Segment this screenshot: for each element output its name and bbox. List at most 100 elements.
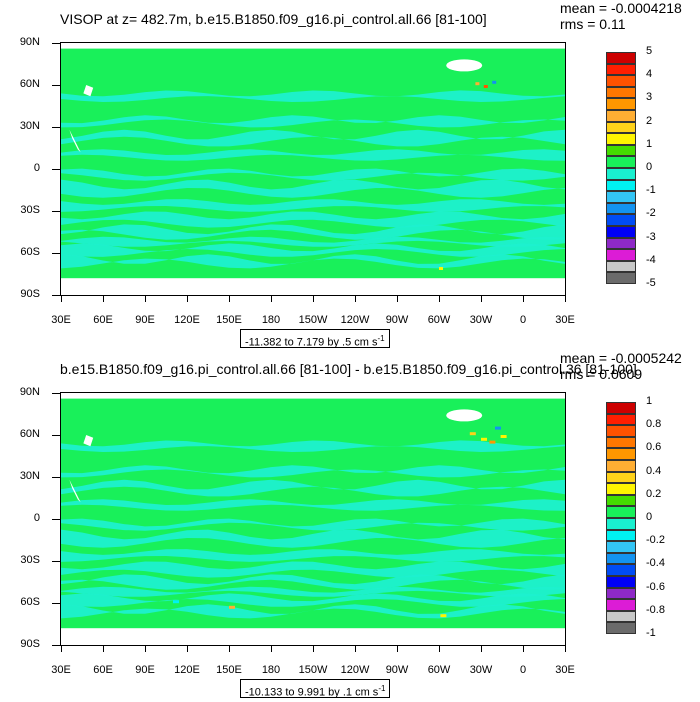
contour-band	[61, 199, 565, 212]
anomaly-patch	[469, 432, 476, 436]
legend-swatch	[606, 483, 636, 495]
legend-swatch	[606, 144, 636, 157]
bottom-panel: b.e15.B1850.f09_g16.pi_control.all.66 [8…	[0, 350, 700, 700]
legend-swatch	[606, 413, 636, 426]
x-tick-mark	[229, 296, 230, 302]
legend-swatch	[606, 249, 636, 261]
arctic-gap	[61, 393, 565, 399]
anomaly-patch	[495, 426, 501, 430]
legend-swatch	[606, 63, 636, 76]
x-tick-mark	[103, 646, 104, 652]
caspian-land	[83, 435, 94, 447]
legend-swatch	[606, 167, 636, 180]
legend-swatch	[606, 179, 636, 192]
x-tick-label: 120E	[174, 314, 200, 326]
greenland-land	[446, 409, 483, 422]
y-tick-label: 60S	[20, 596, 40, 608]
legend-label: -0.6	[646, 580, 665, 593]
x-tick-label: 60W	[427, 664, 451, 676]
y-tick-mark	[52, 561, 60, 562]
x-tick-label: 150W	[298, 314, 328, 326]
x-tick-mark	[523, 646, 524, 652]
x-tick-label: 180	[261, 664, 281, 676]
legend-label: 1	[646, 395, 653, 407]
y-tick-label: 30S	[20, 554, 40, 566]
legend-label: 4	[646, 68, 653, 81]
x-tick-mark	[187, 296, 188, 302]
legend-label: -2	[646, 207, 656, 220]
y-tick-label: 90S	[20, 288, 40, 300]
y-tick-mark	[52, 477, 60, 478]
contour-band	[61, 574, 565, 590]
legend-swatch	[606, 564, 636, 576]
legend-swatch	[606, 622, 636, 634]
antarctica-land	[61, 628, 565, 645]
x-tick-label: 60W	[427, 314, 451, 326]
mean-stat: mean = -0.0005242	[560, 350, 682, 366]
x-tick-mark	[313, 646, 314, 652]
color-legend	[606, 52, 636, 284]
legend-label: -0.2	[646, 534, 665, 547]
anomaly-patch	[483, 85, 488, 88]
anomaly-patch	[481, 437, 487, 441]
x-tick-label: 150E	[216, 314, 242, 326]
x-tick-mark	[187, 646, 188, 652]
legend-label: 3	[646, 91, 653, 104]
contour-band	[61, 149, 565, 161]
legend-swatch	[606, 75, 636, 87]
rms-stat: rms = 0.11	[560, 16, 626, 32]
contour-band	[61, 499, 565, 511]
legend-label: 0.2	[646, 487, 662, 500]
legend-label: 1	[646, 137, 653, 150]
anomaly-patch	[489, 440, 496, 444]
x-tick-label: 30E	[555, 664, 575, 676]
contour-band	[61, 593, 565, 607]
contour-band	[61, 465, 565, 478]
x-tick-mark	[61, 296, 62, 302]
legend-swatch	[606, 552, 636, 565]
anomaly-patch	[229, 605, 235, 609]
red-sea-land	[69, 479, 81, 503]
legend-swatch	[606, 425, 636, 437]
map-field	[61, 393, 565, 645]
x-tick-label: 150W	[298, 664, 328, 676]
plot-title: b.e15.B1850.f09_g16.pi_control.all.66 [8…	[60, 361, 637, 377]
range-info-box: -10.133 to 9.991 by .1 cm s-1	[240, 679, 391, 699]
x-tick-label: 90E	[135, 314, 155, 326]
x-tick-mark	[313, 296, 314, 302]
contour-band	[61, 479, 565, 497]
y-tick-mark	[52, 519, 60, 520]
x-tick-mark	[397, 646, 398, 652]
y-tick-label: 0	[33, 512, 40, 524]
x-tick-mark	[439, 646, 440, 652]
range-info-unit-exponent: -1	[378, 684, 386, 693]
legend-label: -0.4	[646, 557, 665, 570]
legend-swatch	[606, 202, 636, 215]
y-tick-label: 60S	[20, 246, 40, 258]
x-tick-mark	[145, 646, 146, 652]
contour-band	[61, 168, 565, 181]
range-info-unit-exponent: -1	[377, 334, 385, 343]
legend-label: -0.8	[646, 603, 665, 616]
contour-band	[61, 179, 565, 198]
contour-band	[61, 549, 565, 562]
legend-swatch	[606, 402, 636, 414]
x-tick-label: 60E	[93, 664, 113, 676]
anomaly-patch	[475, 82, 480, 86]
contour-band	[61, 224, 565, 240]
y-tick-mark	[52, 253, 60, 254]
y-tick-mark	[52, 645, 60, 646]
legend-swatch	[606, 272, 636, 284]
legend-swatch	[606, 225, 636, 238]
legend-swatch	[606, 260, 636, 273]
anomaly-patch	[173, 600, 179, 604]
x-tick-mark	[271, 296, 272, 302]
x-tick-label: 180	[261, 314, 281, 326]
contour-band	[61, 529, 565, 548]
legend-swatch	[606, 52, 636, 64]
contour-band	[61, 604, 565, 619]
y-tick-mark	[52, 43, 60, 44]
y-tick-label: 0	[33, 162, 40, 174]
contour-band	[61, 90, 565, 102]
x-tick-mark	[103, 296, 104, 302]
